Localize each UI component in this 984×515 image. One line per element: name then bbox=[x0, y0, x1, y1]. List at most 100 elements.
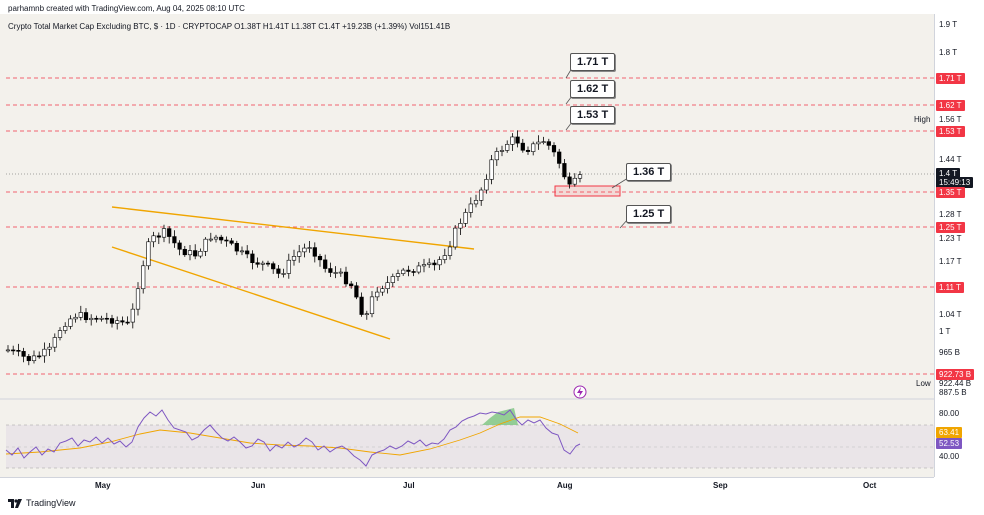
candle-body bbox=[333, 272, 338, 274]
candle-body bbox=[42, 348, 47, 357]
price-label: 887.5 B bbox=[939, 388, 967, 397]
candle-body bbox=[229, 240, 234, 244]
candle-body bbox=[63, 326, 68, 331]
candle-body bbox=[31, 355, 37, 362]
candle-body bbox=[484, 179, 489, 191]
candle-body bbox=[37, 355, 42, 358]
callout-1-25t[interactable]: 1.25 T bbox=[626, 205, 672, 223]
callout-1-62t[interactable]: 1.62 T bbox=[570, 80, 616, 98]
candle-body bbox=[213, 236, 219, 240]
candle-body bbox=[432, 262, 437, 266]
price-tag-922b: 922.73 B bbox=[936, 369, 975, 380]
candle-body bbox=[68, 318, 73, 327]
wedge-lower-line[interactable] bbox=[111, 246, 391, 340]
candle-body bbox=[385, 282, 390, 289]
candle-body bbox=[255, 262, 260, 265]
time-axis[interactable]: May Jun Jul Aug Sep Oct bbox=[0, 477, 934, 491]
candle-body bbox=[73, 316, 78, 320]
candle-body bbox=[317, 255, 323, 261]
candle-body bbox=[94, 317, 99, 320]
time-label-sep: Sep bbox=[713, 481, 728, 490]
candle-body bbox=[271, 263, 276, 270]
candle-body bbox=[557, 151, 562, 164]
candle-body bbox=[343, 271, 349, 285]
candle-body bbox=[463, 212, 468, 224]
candle-body bbox=[78, 312, 83, 318]
candle-body bbox=[307, 247, 312, 249]
candle-body bbox=[468, 203, 473, 213]
candle-body bbox=[442, 255, 447, 260]
candle-body bbox=[11, 349, 16, 352]
price-label: 922.44 B bbox=[939, 379, 972, 388]
price-label: 1.17 T bbox=[939, 257, 962, 266]
candle-body bbox=[187, 250, 193, 256]
price-tag-1-53t: 1.53 T bbox=[936, 126, 965, 137]
candle-body bbox=[125, 321, 130, 324]
candle-body bbox=[302, 247, 307, 253]
candle-body bbox=[510, 136, 515, 145]
level-lines bbox=[6, 77, 934, 375]
candle-body bbox=[208, 238, 213, 241]
candle-body bbox=[359, 296, 364, 315]
candle-body bbox=[281, 273, 286, 275]
price-axis[interactable]: 1.9 T 1.8 T 1.71 T 1.62 T 1.56 T 1.53 T … bbox=[934, 14, 984, 477]
candle-body bbox=[499, 150, 505, 152]
candle-body bbox=[494, 151, 499, 161]
candle-body bbox=[47, 346, 52, 350]
low-label: Low bbox=[916, 379, 931, 388]
candlestick-series bbox=[5, 130, 583, 366]
candle-body bbox=[349, 283, 354, 287]
candle-body bbox=[536, 141, 541, 145]
chart-credit: parhamnb created with TradingView.com, A… bbox=[8, 4, 245, 13]
candle-body bbox=[401, 269, 406, 274]
candle-body bbox=[260, 262, 265, 265]
candle-body bbox=[323, 259, 328, 269]
candle-body bbox=[120, 320, 125, 323]
price-tag-1-11t: 1.11 T bbox=[936, 282, 964, 293]
current-price-tag: 1.4 T bbox=[936, 168, 961, 179]
candle-body bbox=[239, 250, 245, 253]
support-zone-box[interactable] bbox=[554, 185, 621, 197]
candle-body bbox=[473, 200, 479, 205]
time-label-aug: Aug bbox=[557, 481, 573, 490]
candle-body bbox=[156, 235, 161, 238]
candle-body bbox=[89, 317, 94, 321]
price-label: 1.8 T bbox=[939, 48, 958, 57]
candle-body bbox=[21, 351, 26, 357]
callout-1-71t[interactable]: 1.71 T bbox=[570, 53, 616, 71]
wedge-upper-line[interactable] bbox=[111, 206, 475, 250]
price-tag-1-25t: 1.25 T bbox=[936, 222, 965, 233]
price-label: 1.04 T bbox=[939, 310, 962, 319]
price-label: 1.9 T bbox=[939, 20, 958, 29]
candle-body bbox=[531, 143, 536, 152]
price-label: 1.56 T bbox=[939, 115, 962, 124]
time-label-jul: Jul bbox=[403, 481, 415, 490]
candle-body bbox=[161, 228, 167, 238]
symbol-legend[interactable]: Crypto Total Market Cap Excluding BTC, $… bbox=[8, 22, 451, 31]
candle-body bbox=[291, 256, 297, 261]
candle-body bbox=[52, 337, 57, 348]
candle-body bbox=[297, 251, 302, 257]
lightning-icon[interactable] bbox=[573, 385, 587, 399]
time-label-may: May bbox=[95, 481, 111, 490]
price-tag-1-62t: 1.62 T bbox=[936, 100, 965, 111]
candle-body bbox=[520, 142, 525, 151]
candle-body bbox=[193, 250, 198, 257]
rsi-ma-tag: 63.41 bbox=[936, 427, 963, 438]
tradingview-footer[interactable]: TradingView bbox=[8, 498, 76, 508]
candle-body bbox=[416, 265, 421, 273]
rsi-line bbox=[5, 409, 581, 467]
candle-body bbox=[328, 268, 333, 273]
candle-body bbox=[16, 350, 21, 352]
candle-body bbox=[286, 259, 291, 274]
candle-body bbox=[198, 250, 203, 257]
candle-body bbox=[141, 265, 146, 290]
rsi-overbought-fill bbox=[482, 408, 518, 425]
price-chart-area[interactable] bbox=[0, 14, 934, 477]
candle-body bbox=[203, 238, 208, 252]
candle-body bbox=[115, 320, 120, 324]
callout-1-53t[interactable]: 1.53 T bbox=[570, 106, 616, 124]
price-label: 1.28 T bbox=[939, 210, 962, 219]
callout-1-36t[interactable]: 1.36 T bbox=[626, 163, 672, 181]
